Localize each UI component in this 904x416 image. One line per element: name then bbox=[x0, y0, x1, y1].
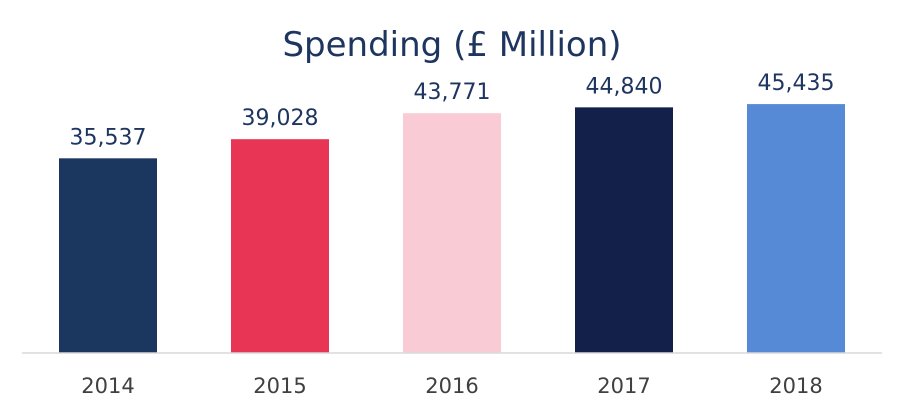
x-tick-label-2015: 2015 bbox=[253, 374, 306, 398]
x-tick-label-2016: 2016 bbox=[425, 374, 478, 398]
bar-2018 bbox=[747, 104, 845, 353]
data-label-2018: 45,435 bbox=[758, 71, 835, 96]
x-tick-label-2017: 2017 bbox=[597, 374, 650, 398]
x-tick-label-2018: 2018 bbox=[769, 374, 822, 398]
chart-title: Spending (£ Million) bbox=[282, 25, 621, 65]
tick-label-group: 2014 2015 2016 2017 2018 bbox=[81, 374, 822, 398]
data-label-2015: 39,028 bbox=[242, 106, 319, 131]
data-label-group: 35,537 39,028 43,771 44,840 45,435 bbox=[70, 71, 835, 150]
bar-2016 bbox=[403, 113, 501, 353]
bar-2014 bbox=[59, 158, 157, 353]
x-tick-label-2014: 2014 bbox=[81, 374, 134, 398]
bar-2015 bbox=[231, 139, 329, 353]
data-label-2017: 44,840 bbox=[586, 74, 663, 99]
data-label-2016: 43,771 bbox=[414, 80, 491, 105]
data-label-2014: 35,537 bbox=[70, 125, 147, 150]
bar-2017 bbox=[575, 107, 673, 353]
bar-group bbox=[59, 104, 845, 353]
